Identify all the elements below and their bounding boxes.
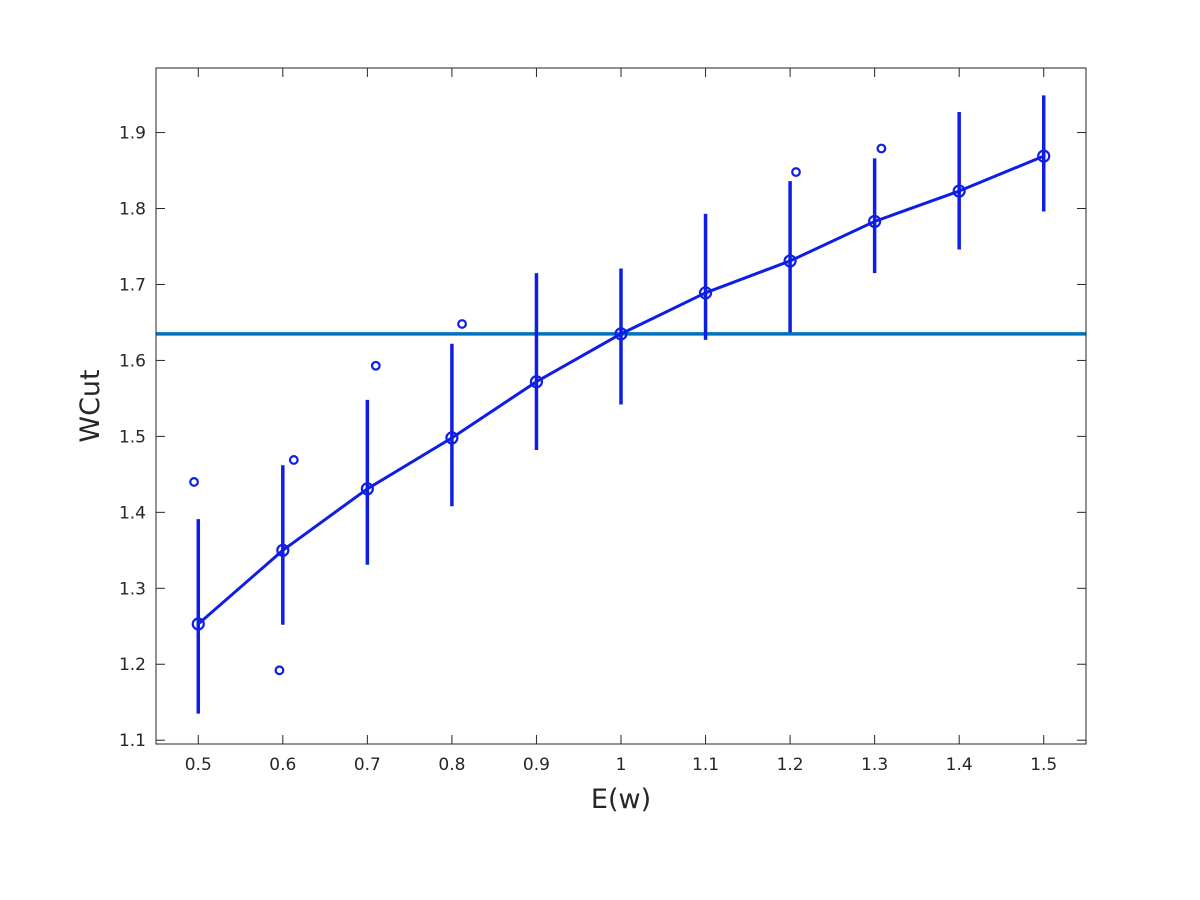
- outlier-point: [876, 143, 887, 154]
- axis-ticks: [156, 68, 1086, 744]
- x-tick-label: 0.7: [354, 755, 381, 775]
- x-tick-label: 1.5: [1030, 755, 1057, 775]
- y-tick-label: 1.2: [119, 655, 146, 675]
- x-tick-label: 1.1: [692, 755, 719, 775]
- data-point: [529, 375, 544, 389]
- y-tick-label: 1.7: [119, 275, 146, 295]
- y-tick-label: 1.3: [119, 579, 146, 599]
- plot-frame: [155, 67, 1087, 745]
- plot-marks: [156, 95, 1086, 714]
- x-tick-labels: 0.5 0.6 0.7 0.8 0.9 1 1.1 1.2 1.3 1.4 1.5: [185, 755, 1058, 775]
- data-point: [698, 286, 713, 300]
- x-tick-label: 1.4: [946, 755, 973, 775]
- y-tick-labels: 1.1 1.2 1.3 1.4 1.5 1.6 1.7 1.8 1.9: [119, 124, 146, 752]
- y-axis-label: WCut: [75, 369, 106, 442]
- x-tick-label: 0.6: [269, 755, 296, 775]
- plot-background: [156, 68, 1086, 744]
- x-tick-label: 1.2: [777, 755, 804, 775]
- x-tick-label: 0.9: [523, 755, 550, 775]
- data-point: [360, 482, 374, 496]
- outlier-point: [288, 455, 299, 465]
- data-point: [276, 543, 290, 557]
- y-tick-label: 1.8: [119, 200, 146, 220]
- x-tick-label: 0.5: [185, 755, 212, 775]
- x-axis-label: E(w): [591, 784, 651, 815]
- outlier-point: [791, 167, 801, 177]
- data-point: [868, 214, 882, 229]
- data-point: [445, 431, 459, 445]
- data-point: [783, 254, 797, 268]
- data-point: [1037, 149, 1051, 163]
- data-point: [191, 617, 205, 631]
- x-tick-label: 1.3: [861, 755, 888, 775]
- y-tick-label: 1.5: [119, 427, 146, 447]
- x-tick-label: 0.8: [438, 755, 465, 775]
- y-tick-label: 1.4: [119, 503, 146, 523]
- data-point: [952, 184, 966, 198]
- x-tick-label: 1: [616, 755, 627, 775]
- outlier-point: [370, 360, 381, 371]
- y-tick-label: 1.9: [119, 124, 146, 144]
- outlier-point: [274, 665, 285, 676]
- outlier-point: [457, 319, 467, 329]
- y-tick-label: 1.6: [119, 351, 146, 371]
- data-point: [614, 327, 628, 341]
- series-line: [197, 154, 1045, 626]
- outlier-point: [189, 477, 199, 487]
- y-tick-label: 1.1: [119, 731, 146, 751]
